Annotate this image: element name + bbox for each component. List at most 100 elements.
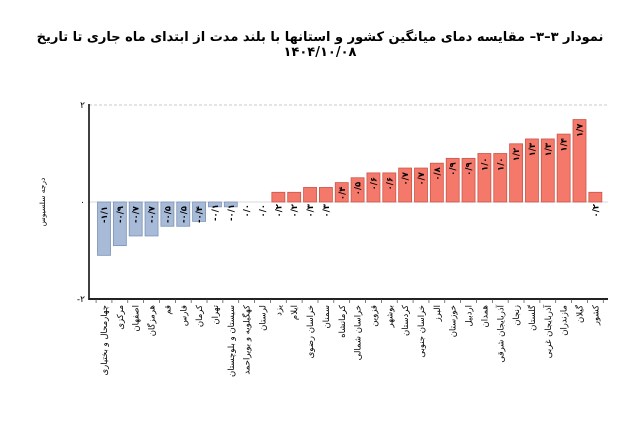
bar: [461, 157, 476, 203]
data-label: ۱/۲: [512, 147, 522, 161]
data-label: ۰/۷: [417, 171, 427, 185]
data-label: ۰/۲: [274, 203, 284, 217]
bar: [176, 201, 191, 227]
data-label: ۰/۳: [322, 203, 332, 217]
category-label: فارس: [179, 305, 189, 326]
bar: [160, 201, 175, 227]
bar: [414, 167, 428, 203]
category-label: گیلان: [575, 304, 586, 323]
category-label: خراسان شمالی: [354, 305, 364, 360]
bar: [97, 201, 111, 256]
bar: [350, 177, 365, 203]
data-label: -۰/۴: [195, 206, 205, 223]
category-label: چهارمحال و بختیاری: [100, 305, 110, 376]
bar: [287, 191, 302, 203]
y-axis-label: درجه سلسیوس: [38, 178, 47, 227]
bar: [144, 201, 159, 237]
data-label: ۱/۴: [560, 138, 570, 151]
category-label: کرمانشاه: [338, 304, 348, 338]
bar: [192, 201, 207, 222]
category-label: خراسان رضوی: [306, 305, 316, 358]
bar: [556, 133, 571, 203]
bar: [366, 172, 381, 203]
data-label: -۰/۷: [132, 205, 142, 223]
data-label: ۰/۲: [591, 203, 601, 217]
bar: [445, 157, 460, 203]
category-label: آذربایجان شرقی: [494, 304, 506, 362]
bar: [303, 187, 317, 203]
bar: [509, 143, 524, 203]
bar: [429, 162, 444, 203]
data-label: ۱/۷: [576, 123, 586, 137]
category-label: تهران: [211, 304, 221, 324]
bar: [128, 201, 143, 237]
bar: [334, 182, 349, 203]
data-label: ۰/۶: [385, 177, 395, 190]
data-label: -۰/۱: [227, 204, 237, 221]
category-label: هرمزگان: [147, 305, 158, 336]
category-label: کشور: [591, 304, 601, 326]
bar: [572, 119, 587, 203]
data-label: ۰/۶: [369, 177, 379, 190]
bar: [223, 201, 238, 208]
category-label: اصفهان: [132, 305, 142, 332]
chart-title: نمودار ۳–۳– مقایسه دمای میانگین کشور و ا…: [36, 30, 604, 60]
category-label: گلستان: [527, 304, 538, 331]
data-label: -۰/۵: [179, 206, 189, 223]
data-label: ۰/۰: [243, 204, 253, 217]
category-label: یزد: [274, 304, 284, 315]
data-label: -۰/۵: [163, 206, 173, 223]
data-label: -۰/۷: [148, 205, 158, 223]
bar: [398, 167, 413, 203]
data-label: -۰/۱: [211, 204, 221, 221]
bar: [112, 201, 127, 247]
category-label: اردبیل: [465, 305, 475, 327]
category-label: سیستان و بلوچستان: [227, 305, 237, 377]
data-label: ۰/۳: [306, 203, 316, 217]
category-label: خوزستان: [449, 305, 459, 337]
bar: [477, 153, 492, 203]
category-label: قزوین: [369, 305, 379, 327]
data-label: ۱/۰: [496, 158, 506, 171]
category-label: آذربایجان غربی: [542, 304, 554, 358]
data-label: ۰/۵: [354, 182, 364, 195]
category-label: البرز: [433, 305, 443, 322]
category-label: کردستان: [401, 304, 411, 336]
data-label: ۰/۲: [290, 203, 300, 217]
data-label: ۰/۹: [449, 162, 459, 176]
data-label: ۰/۰: [259, 204, 269, 217]
data-label: ۰/۷: [401, 171, 411, 185]
bar: [540, 138, 555, 203]
category-label: مرکزی: [116, 305, 126, 330]
data-label: ۰/۸: [433, 166, 443, 180]
data-label: ۰/۹: [465, 162, 475, 176]
data-label: -۰/۹: [116, 205, 126, 223]
data-label: ۱/۳: [528, 142, 538, 156]
y-tick-label: ۲: [80, 101, 85, 111]
category-label: خراسان جنوبی: [417, 305, 427, 358]
bar: [271, 191, 286, 203]
category-label: بوشهر: [385, 305, 395, 329]
bar: [318, 187, 333, 203]
bar: [208, 201, 222, 208]
bar: [382, 172, 397, 203]
data-label: ۰/۴: [338, 187, 348, 200]
data-label: ۱/۰: [480, 158, 490, 171]
category-label: کرمان: [195, 304, 205, 327]
category-label: قم: [163, 305, 173, 315]
bar: [588, 191, 603, 203]
category-label: سمنان: [322, 305, 332, 328]
y-tick-label: -۲: [77, 295, 85, 305]
category-label: زنجان: [512, 305, 522, 326]
data-label: -۱/۱: [100, 206, 110, 223]
category-label: کهگیلویه و بویراحمد: [242, 304, 253, 375]
category-label: همدان: [480, 305, 490, 327]
category-label: لرستان: [259, 305, 269, 331]
bar: [493, 153, 508, 203]
bar: [525, 138, 539, 203]
category-label: ایلام: [290, 305, 300, 320]
category-label: مازندران: [560, 305, 570, 336]
y-tick-label: ۰: [80, 198, 85, 208]
data-label: ۱/۳: [544, 142, 554, 156]
